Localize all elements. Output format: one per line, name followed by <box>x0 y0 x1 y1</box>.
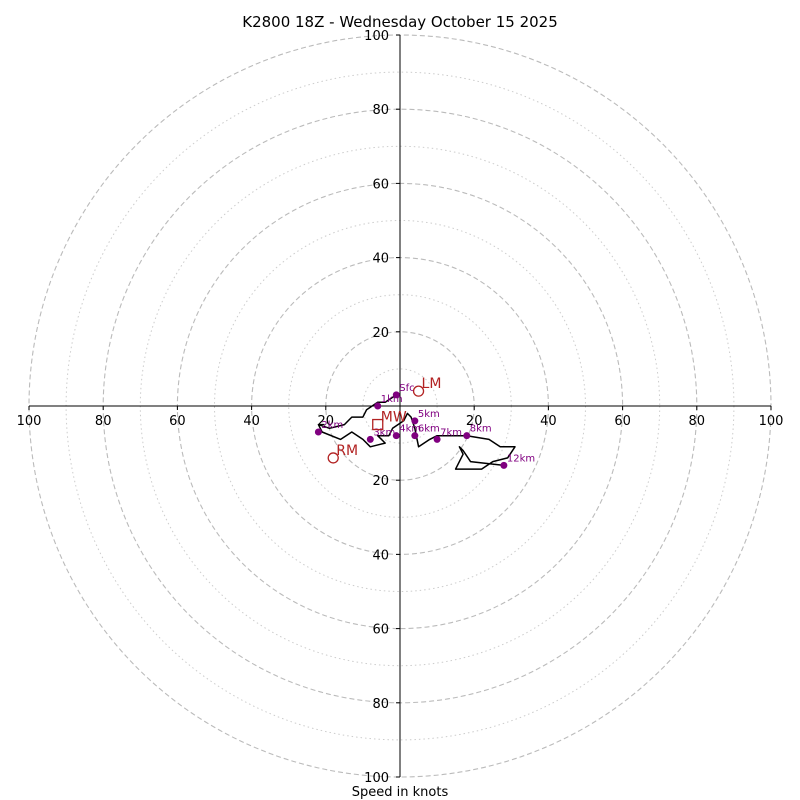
storm-motion-markers: LM MW RM <box>327 376 442 464</box>
y-tick-label: 40 <box>372 252 389 267</box>
height-label-12km: 12km <box>507 453 535 464</box>
height-marker-8km <box>463 432 471 440</box>
storm-motion-lm-marker <box>412 385 425 397</box>
x-tick-label: 80 <box>689 414 706 429</box>
x-tick-label: 40 <box>243 414 260 429</box>
storm-motion-rm-marker <box>327 452 339 464</box>
height-label-5km: 5km <box>418 409 440 420</box>
y-tick-label: 60 <box>372 623 389 638</box>
height-marker-2km <box>314 428 322 436</box>
y-tick-label: 60 <box>372 177 389 192</box>
y-tick-label: 100 <box>364 771 389 786</box>
x-tick-label: 80 <box>95 414 112 429</box>
y-tick-label: 40 <box>372 548 389 563</box>
storm-motion-mw-marker <box>372 418 384 431</box>
y-tick-label: 80 <box>372 103 389 118</box>
height-label-2km: 2km <box>321 420 343 431</box>
height-marker-sfc <box>392 391 400 399</box>
y-tick-label: 20 <box>372 474 389 489</box>
x-axis-label: Speed in knots <box>352 785 449 800</box>
axes <box>29 35 771 777</box>
wind-trace <box>317 394 516 470</box>
y-tick-label: 80 <box>372 697 389 712</box>
height-label-sfc: Sfc <box>399 383 414 394</box>
height-marker-6km <box>411 432 419 440</box>
x-tick-label: 100 <box>17 414 42 429</box>
height-marker-1km <box>374 402 382 410</box>
height-marker-5km <box>411 417 419 425</box>
height-marker-12km <box>500 461 508 469</box>
x-tick-label: 20 <box>466 414 483 429</box>
x-tick-label: 40 <box>540 414 557 429</box>
storm-motion-lm-label: LM <box>422 376 442 392</box>
storm-motion-rm-label: RM <box>336 443 358 459</box>
height-label-8km: 8km <box>470 424 492 435</box>
height-label-7km: 7km <box>440 427 462 438</box>
height-marker-4km <box>392 432 400 440</box>
height-label-1km: 1km <box>381 394 403 405</box>
storm-motion-mw-label: MW <box>381 410 407 426</box>
x-tick-label: 100 <box>759 414 784 429</box>
x-tick-label: 60 <box>169 414 186 429</box>
y-tick-label: 100 <box>364 29 389 44</box>
x-tick-label: 60 <box>614 414 631 429</box>
height-label-6km: 6km <box>418 424 440 435</box>
height-marker-7km <box>433 435 441 443</box>
height-label-4km: 4km <box>399 424 421 435</box>
chart-title: K2800 18Z - Wednesday October 15 2025 <box>242 13 558 31</box>
wind-trace-line <box>317 394 516 470</box>
height-marker-3km <box>366 435 374 443</box>
y-tick-label: 20 <box>372 326 389 341</box>
axis-tick-labels: 1001008080606040402020202040406060808010… <box>17 29 784 786</box>
height-label-3km: 3km <box>373 427 395 438</box>
